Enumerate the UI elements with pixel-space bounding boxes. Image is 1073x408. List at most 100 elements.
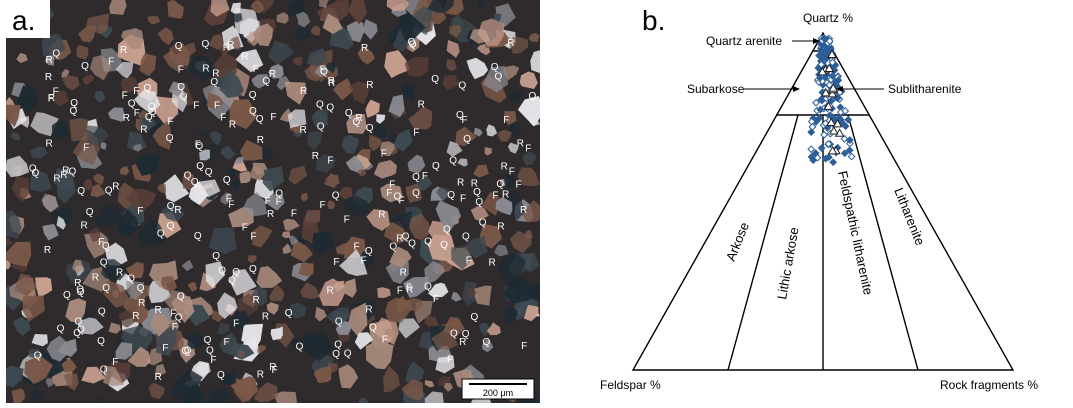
mineral-grain (242, 191, 268, 217)
mineral-grain (82, 74, 95, 85)
grain-code-label: Q (177, 82, 185, 93)
sample-point-triangle (817, 66, 828, 76)
grain-code-label: Q (409, 40, 417, 51)
mineral-grain (108, 107, 125, 122)
grain-code-label: R (262, 311, 269, 322)
grain-code-label: R (471, 179, 478, 190)
sample-point-diamond (840, 134, 849, 143)
mineral-grain (509, 36, 529, 55)
mineral-grain (16, 85, 39, 113)
grain-code-label: Q (217, 370, 225, 381)
mineral-grain (427, 0, 454, 14)
grain-code-label: Q (365, 246, 373, 257)
grain-code-label: Q (249, 90, 257, 101)
sample-point-triangle (827, 88, 838, 98)
mineral-grain (398, 318, 420, 339)
mineral-grain (86, 125, 109, 147)
grain-code-label: F (137, 206, 143, 217)
mineral-grain (94, 90, 106, 103)
grain-code-label: R (312, 151, 319, 162)
mineral-grain (298, 263, 314, 277)
mineral-grain (348, 81, 371, 105)
grain-code-label: Q (332, 191, 340, 202)
mineral-grain (354, 332, 373, 350)
subarkose-arrowhead (793, 86, 800, 92)
mineral-grain (249, 164, 265, 181)
mineral-grain (154, 96, 179, 126)
arkose-label: Arkose (723, 220, 752, 263)
grain-code-label: F (98, 237, 104, 248)
mineral-grain (300, 192, 308, 202)
mineral-grain (482, 65, 509, 93)
grain-code-label: Q (249, 106, 257, 117)
quartz-arenite-label: Quartz arenite (706, 34, 782, 48)
mineral-grain (257, 345, 267, 353)
sublitharenite-label: Sublitharenite (888, 82, 962, 96)
sample-point-diamond (829, 158, 838, 167)
mineral-grain (292, 57, 303, 66)
scale-bar: 200 μm (461, 378, 535, 400)
mineral-grain (230, 376, 259, 402)
mineral-grain (384, 50, 410, 79)
mineral-grain (270, 326, 283, 341)
grain-code-label: F (521, 341, 527, 352)
mineral-grain (312, 110, 329, 128)
grain-code-label: Q (447, 190, 455, 201)
lithic-arkose-label: Lithic arkose (774, 226, 801, 300)
grain-code-label: R (223, 43, 230, 54)
mineral-grain (115, 342, 133, 360)
grain-code-label: Q (194, 231, 202, 242)
mineral-grain (385, 297, 412, 323)
grain-code-label: Q (232, 267, 240, 278)
grain-code-label: F (406, 283, 412, 294)
grain-code-label: Q (34, 350, 42, 361)
mineral-grain (167, 0, 184, 19)
mineral-grain (252, 225, 273, 248)
grain-code-label: F (327, 156, 333, 167)
f-r-1-3-line (727, 114, 799, 371)
mineral-grain (405, 361, 425, 383)
mineral-grain (276, 75, 291, 91)
mineral-grain (85, 13, 110, 35)
grain-code-label: Q (316, 100, 324, 111)
mineral-grain (217, 322, 230, 335)
grain-code-label: F (397, 286, 403, 297)
mineral-grain (250, 0, 265, 14)
grain-code-label: Q (195, 141, 203, 152)
mineral-grain (473, 164, 489, 178)
mineral-grain (424, 260, 446, 285)
grain-code-label: Q (145, 112, 153, 123)
mineral-grain (436, 186, 452, 201)
grain-code-label: F (83, 143, 89, 154)
mineral-grain (41, 33, 66, 57)
mineral-grain (357, 45, 375, 65)
grain-code-label: R (501, 162, 508, 173)
grain-code-label: R (269, 362, 276, 373)
mineral-grain (160, 276, 177, 293)
grain-code-label: R (365, 304, 372, 315)
feldspar-apex-label: Feldspar % (600, 378, 661, 392)
grain-code-label: F (320, 64, 326, 75)
grain-code-label: Q (440, 240, 448, 251)
grain-code-label: Q (424, 237, 432, 248)
mineral-grain (115, 61, 134, 79)
grain-code-label: Q (218, 266, 226, 277)
mineral-grain (262, 166, 284, 192)
mineral-grain (230, 13, 243, 23)
mineral-grain (116, 209, 140, 236)
grain-code-label: F (48, 94, 54, 105)
mineral-grain (235, 49, 264, 73)
mineral-grain (108, 322, 121, 334)
grain-code-label: Q (29, 164, 37, 175)
mineral-grain (188, 55, 218, 81)
mineral-grain (208, 33, 227, 50)
mineral-grain (205, 261, 226, 289)
sample-point-triangle (824, 63, 835, 72)
grain-code-label: F (172, 322, 178, 333)
mineral-grain (211, 309, 224, 323)
sample-point-diamond (841, 106, 850, 115)
quartz-arenite-arrowhead (813, 38, 820, 44)
sample-point-diamond (828, 72, 837, 80)
mineral-grain (14, 273, 37, 296)
grain-code-label: Q (332, 349, 340, 360)
